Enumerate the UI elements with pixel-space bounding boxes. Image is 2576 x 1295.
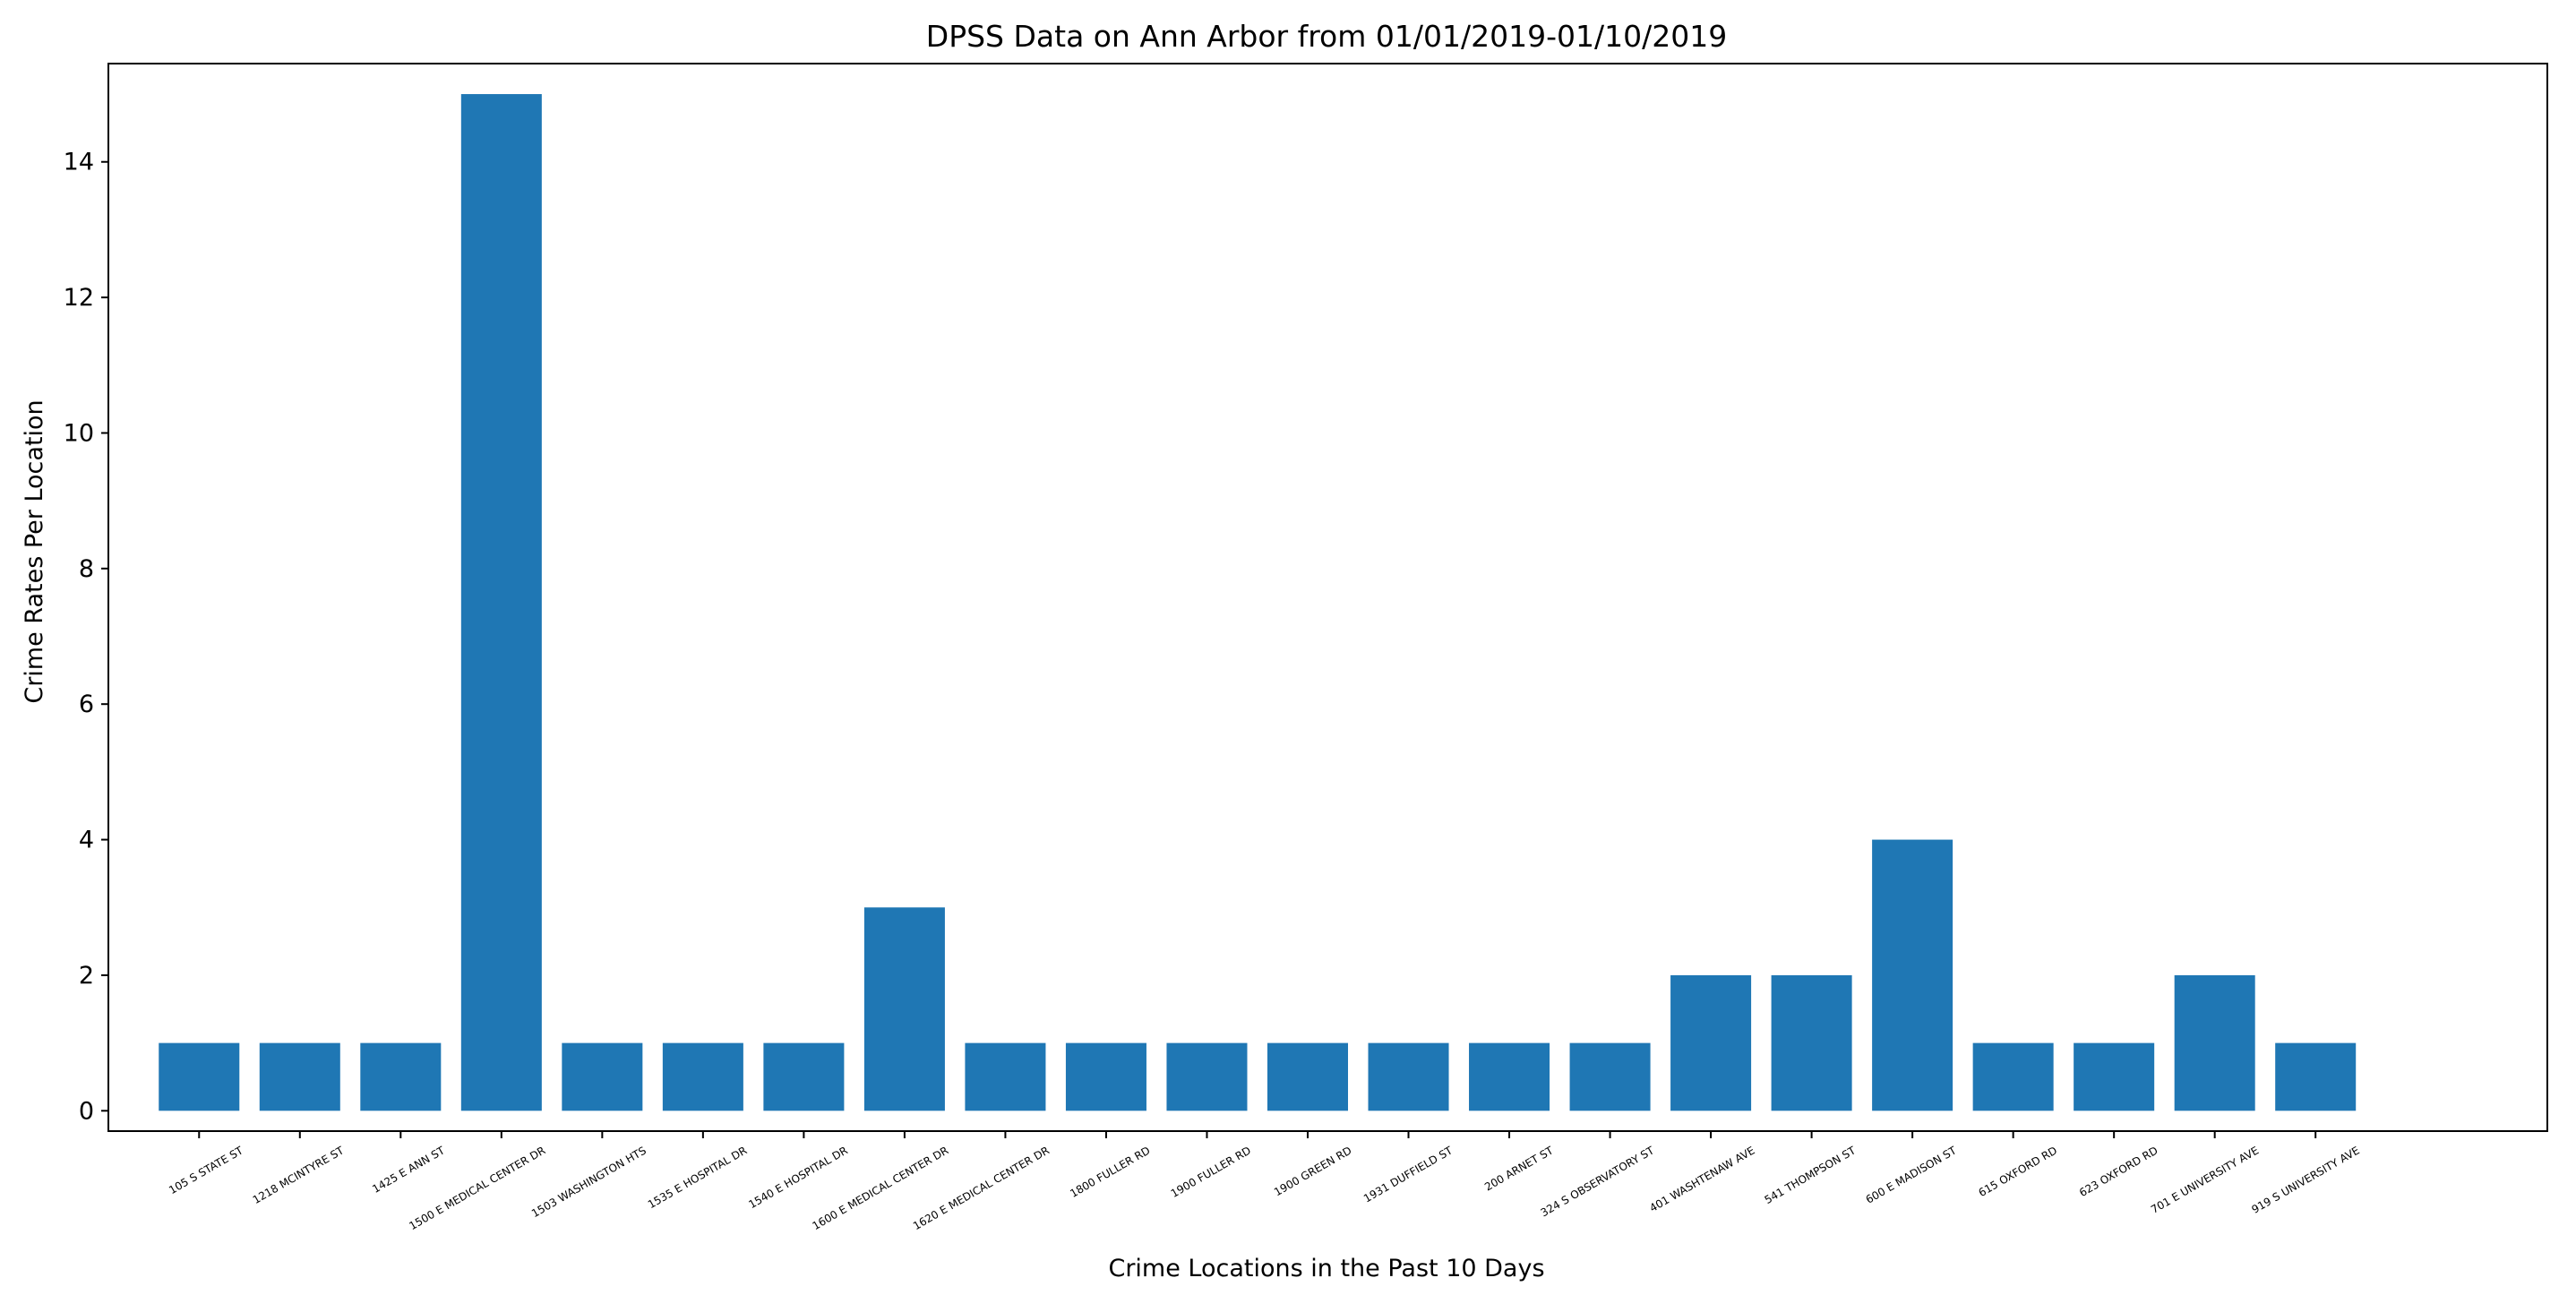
bar-4 <box>460 94 542 1111</box>
bar-1 <box>159 1042 240 1111</box>
x-tick-label: 541 THOMPSON ST <box>1763 1144 1859 1206</box>
bar-10 <box>1065 1042 1146 1111</box>
bar-22 <box>2275 1042 2357 1111</box>
bar-8 <box>863 907 945 1111</box>
bar-17 <box>1771 974 1852 1111</box>
y-tick-label: 6 <box>79 690 94 718</box>
bar-9 <box>965 1042 1046 1111</box>
plot-frame <box>107 63 2548 1132</box>
x-tick-label: 1540 E HOSPITAL DR <box>746 1144 850 1211</box>
x-tick-label: 1535 E HOSPITAL DR <box>646 1144 750 1211</box>
x-tick-label: 401 WASHTENAW AVE <box>1647 1144 1756 1214</box>
x-tick-label: 615 OXFORD RD <box>1976 1144 2059 1199</box>
bar-11 <box>1166 1042 1248 1111</box>
y-tick-label: 0 <box>79 1097 94 1125</box>
bar-3 <box>360 1042 442 1111</box>
bar-12 <box>1267 1042 1349 1111</box>
x-tick-label: 919 S UNIVERSITY AVE <box>2250 1144 2362 1215</box>
bar-19 <box>1972 1042 2054 1111</box>
x-tick-label: 1900 FULLER RD <box>1169 1144 1253 1199</box>
x-tick-label: 324 S OBSERVATORY ST <box>1539 1144 1657 1219</box>
y-tick-label: 12 <box>64 284 94 312</box>
y-tick-label: 10 <box>64 419 94 447</box>
bar-21 <box>2174 974 2255 1111</box>
x-tick-label: 1218 MCINTYRE ST <box>251 1144 347 1206</box>
y-tick-label: 14 <box>64 149 94 176</box>
x-tick-label: 600 E MADISON ST <box>1864 1144 1960 1206</box>
x-tick-label: 200 ARNET ST <box>1482 1144 1556 1193</box>
y-tick-label: 2 <box>79 962 94 990</box>
x-tick-label: 623 OXFORD RD <box>2077 1144 2160 1199</box>
bar-20 <box>2074 1042 2155 1111</box>
bar-5 <box>562 1042 643 1111</box>
bar-2 <box>259 1042 340 1111</box>
x-tick-label: 1503 WASHINGTON HTS <box>529 1144 648 1220</box>
x-tick-label: 1425 E ANN ST <box>370 1144 447 1196</box>
bar-14 <box>1469 1042 1550 1111</box>
y-tick-label: 8 <box>79 555 94 583</box>
bar-16 <box>1670 974 1752 1111</box>
x-tick-label: 1931 DUFFIELD ST <box>1361 1144 1455 1205</box>
chart-title: DPSS Data on Ann Arbor from 01/01/2019-0… <box>926 19 1727 54</box>
bar-6 <box>662 1042 743 1111</box>
bar-13 <box>1368 1042 1449 1111</box>
plot-area: 0 2 4 6 8 10 12 14 105 S STATE ST 1218 MCINTYRE S… <box>64 63 2548 1232</box>
x-tick-label: 1900 GREEN RD <box>1272 1144 1353 1198</box>
bar-7 <box>763 1042 845 1111</box>
y-tick-label: 4 <box>79 827 94 854</box>
y-axis-label: Crime Rates Per Location <box>21 399 48 703</box>
x-axis-label: Crime Locations in the Past 10 Days <box>1108 1255 1544 1282</box>
x-tick-label: 701 E UNIVERSITY AVE <box>2149 1144 2261 1215</box>
bar-15 <box>1569 1042 1651 1111</box>
x-tick-label: 105 S STATE ST <box>167 1144 245 1196</box>
x-tick-label: 1800 FULLER RD <box>1068 1144 1152 1199</box>
bar-18 <box>1872 839 1953 1111</box>
